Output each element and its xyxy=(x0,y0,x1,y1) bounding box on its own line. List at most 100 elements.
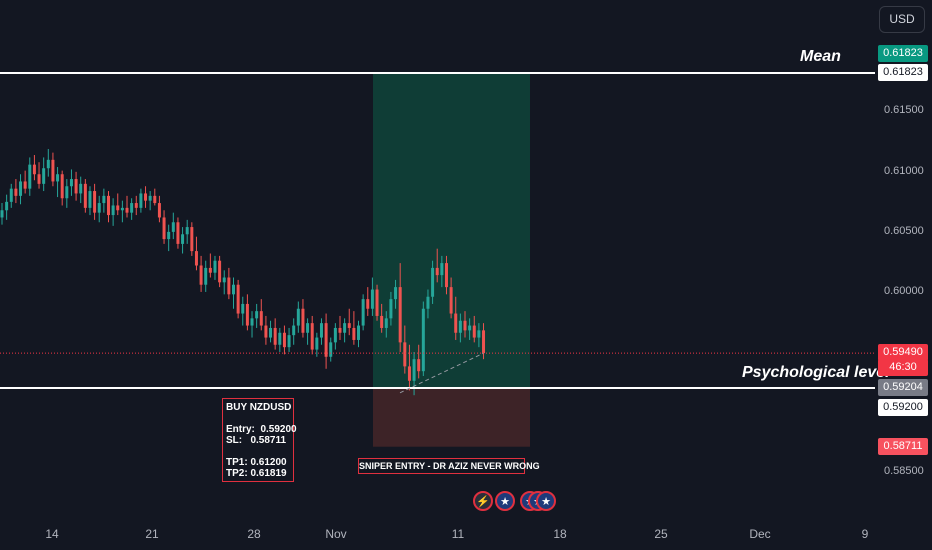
buy-note-box[interactable]: BUY NZDUSD Entry: 0.59200 SL: 0.58711 TP… xyxy=(222,398,297,482)
candle-body xyxy=(32,164,36,175)
candle-body xyxy=(366,299,370,309)
candle-body xyxy=(204,267,208,285)
y-tick-label: 0.61500 xyxy=(884,104,924,116)
candle-body xyxy=(454,313,458,333)
candle-body xyxy=(227,277,231,295)
candle-body xyxy=(301,308,305,333)
candle-body xyxy=(5,201,9,211)
x-tick-label: 28 xyxy=(247,527,261,541)
candle-body xyxy=(384,318,388,328)
candle-body xyxy=(250,318,254,326)
candle-body xyxy=(28,164,32,189)
candle-body xyxy=(440,263,444,276)
candle-body xyxy=(19,181,23,196)
buy-note-entry: Entry: 0.59200 xyxy=(226,424,297,435)
buy-note-tp2: TP2: 0.61819 xyxy=(226,468,287,479)
y-tick-label: 0.60000 xyxy=(884,285,924,297)
candle-body xyxy=(426,296,430,309)
y-tick-label: 0.61000 xyxy=(884,165,924,177)
candle-body xyxy=(472,325,476,338)
candle-body xyxy=(287,335,291,348)
candle-body xyxy=(23,181,27,189)
candle-body xyxy=(398,287,402,343)
candle-body xyxy=(347,323,351,328)
stop-loss-zone[interactable] xyxy=(373,388,530,447)
mean-price-tag: 0.61823 xyxy=(878,45,928,62)
candle-body xyxy=(310,323,314,350)
candle-body xyxy=(421,308,425,372)
candle-body xyxy=(218,260,222,283)
candle-body xyxy=(245,303,249,326)
candle-body xyxy=(222,277,226,283)
candle-body xyxy=(171,222,175,232)
candle-body xyxy=(482,330,486,354)
candle-body xyxy=(435,267,439,276)
candle-body xyxy=(255,311,259,319)
take-profit-zone[interactable] xyxy=(373,73,530,388)
candle-body xyxy=(93,191,97,213)
candle-body xyxy=(338,327,342,333)
y-tick-label: 0.60500 xyxy=(884,225,924,237)
candle-body xyxy=(9,188,13,202)
buy-note-tp1: TP1: 0.61200 xyxy=(226,457,287,468)
candle-body xyxy=(65,186,69,199)
candle-body xyxy=(74,179,78,194)
x-tick-label: 18 xyxy=(553,527,567,541)
mean-line-price-tag: 0.61823 xyxy=(878,64,928,81)
candle-body xyxy=(282,332,286,348)
candle-body xyxy=(181,234,185,244)
candle-body xyxy=(134,203,138,208)
mean-label: Mean xyxy=(800,48,841,65)
candle-body xyxy=(444,263,448,288)
candle-body xyxy=(111,205,115,216)
candle-body xyxy=(46,159,50,169)
candle-body xyxy=(412,359,416,381)
candle-body xyxy=(329,342,333,357)
candle-body xyxy=(42,168,46,184)
y-tick-label: 0.58500 xyxy=(884,465,924,477)
candle-body xyxy=(264,325,268,338)
candle-body xyxy=(394,287,398,300)
candle-body xyxy=(199,265,203,285)
candle-body xyxy=(463,320,467,331)
candle-body xyxy=(333,327,337,343)
candle-body xyxy=(375,289,379,316)
candle-body xyxy=(407,366,411,381)
candle-body xyxy=(167,231,171,240)
currency-button[interactable]: USD xyxy=(879,6,925,33)
candle-body xyxy=(273,327,277,345)
candle-body xyxy=(153,195,157,204)
entry-price-tag: 0.59204 xyxy=(878,379,928,396)
candle-body xyxy=(269,327,273,338)
sniper-entry-note[interactable]: SNIPER ENTRY - DR AZIZ NEVER WRONG xyxy=(358,458,540,474)
candle-body xyxy=(449,287,453,314)
buy-note-sl: SL: 0.58711 xyxy=(226,435,287,446)
x-tick-label: 11 xyxy=(451,527,465,541)
candle-body xyxy=(236,284,240,314)
candle-body xyxy=(139,193,143,208)
candle-body xyxy=(120,207,124,211)
candle-body xyxy=(190,227,194,252)
candle-body xyxy=(232,284,235,295)
candle-body xyxy=(102,195,106,204)
candle-body xyxy=(162,217,166,240)
candle-body xyxy=(194,251,198,266)
stop-price-tag: 0.58711 xyxy=(878,438,928,455)
candle-body xyxy=(403,342,407,367)
us-flag-icon[interactable]: ★ xyxy=(495,491,515,511)
candle-body xyxy=(51,159,55,182)
candle-body xyxy=(83,183,87,208)
candle-body xyxy=(380,315,384,328)
psychological-level-label: Psychological level xyxy=(742,364,890,381)
candle-body xyxy=(343,323,347,333)
candle-body xyxy=(389,299,393,319)
candle-body xyxy=(370,289,374,309)
candle-body xyxy=(60,174,64,199)
candle-body xyxy=(185,227,189,235)
x-tick-label: 25 xyxy=(654,527,668,541)
lightning-icon[interactable]: ⚡ xyxy=(473,491,493,511)
us-flag-icon[interactable]: ★ xyxy=(536,491,556,511)
candles-group xyxy=(0,149,486,396)
